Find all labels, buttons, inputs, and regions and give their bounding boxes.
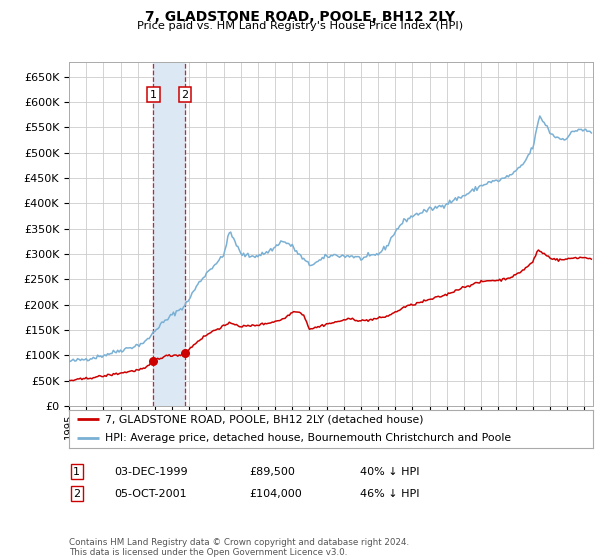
Text: 03-DEC-1999: 03-DEC-1999 xyxy=(114,466,188,477)
Text: Price paid vs. HM Land Registry's House Price Index (HPI): Price paid vs. HM Land Registry's House … xyxy=(137,21,463,31)
Text: 2: 2 xyxy=(73,489,80,499)
Text: 2: 2 xyxy=(181,90,188,100)
Text: 7, GLADSTONE ROAD, POOLE, BH12 2LY: 7, GLADSTONE ROAD, POOLE, BH12 2LY xyxy=(145,10,455,24)
Text: 1: 1 xyxy=(73,466,80,477)
Text: £89,500: £89,500 xyxy=(249,466,295,477)
Text: HPI: Average price, detached house, Bournemouth Christchurch and Poole: HPI: Average price, detached house, Bour… xyxy=(104,433,511,444)
Text: 40% ↓ HPI: 40% ↓ HPI xyxy=(360,466,419,477)
Text: Contains HM Land Registry data © Crown copyright and database right 2024.
This d: Contains HM Land Registry data © Crown c… xyxy=(69,538,409,557)
Text: 7, GLADSTONE ROAD, POOLE, BH12 2LY (detached house): 7, GLADSTONE ROAD, POOLE, BH12 2LY (deta… xyxy=(104,414,423,424)
Text: 1: 1 xyxy=(150,90,157,100)
Text: 05-OCT-2001: 05-OCT-2001 xyxy=(114,489,187,499)
Text: £104,000: £104,000 xyxy=(249,489,302,499)
Text: 46% ↓ HPI: 46% ↓ HPI xyxy=(360,489,419,499)
Bar xyxy=(154,62,185,406)
